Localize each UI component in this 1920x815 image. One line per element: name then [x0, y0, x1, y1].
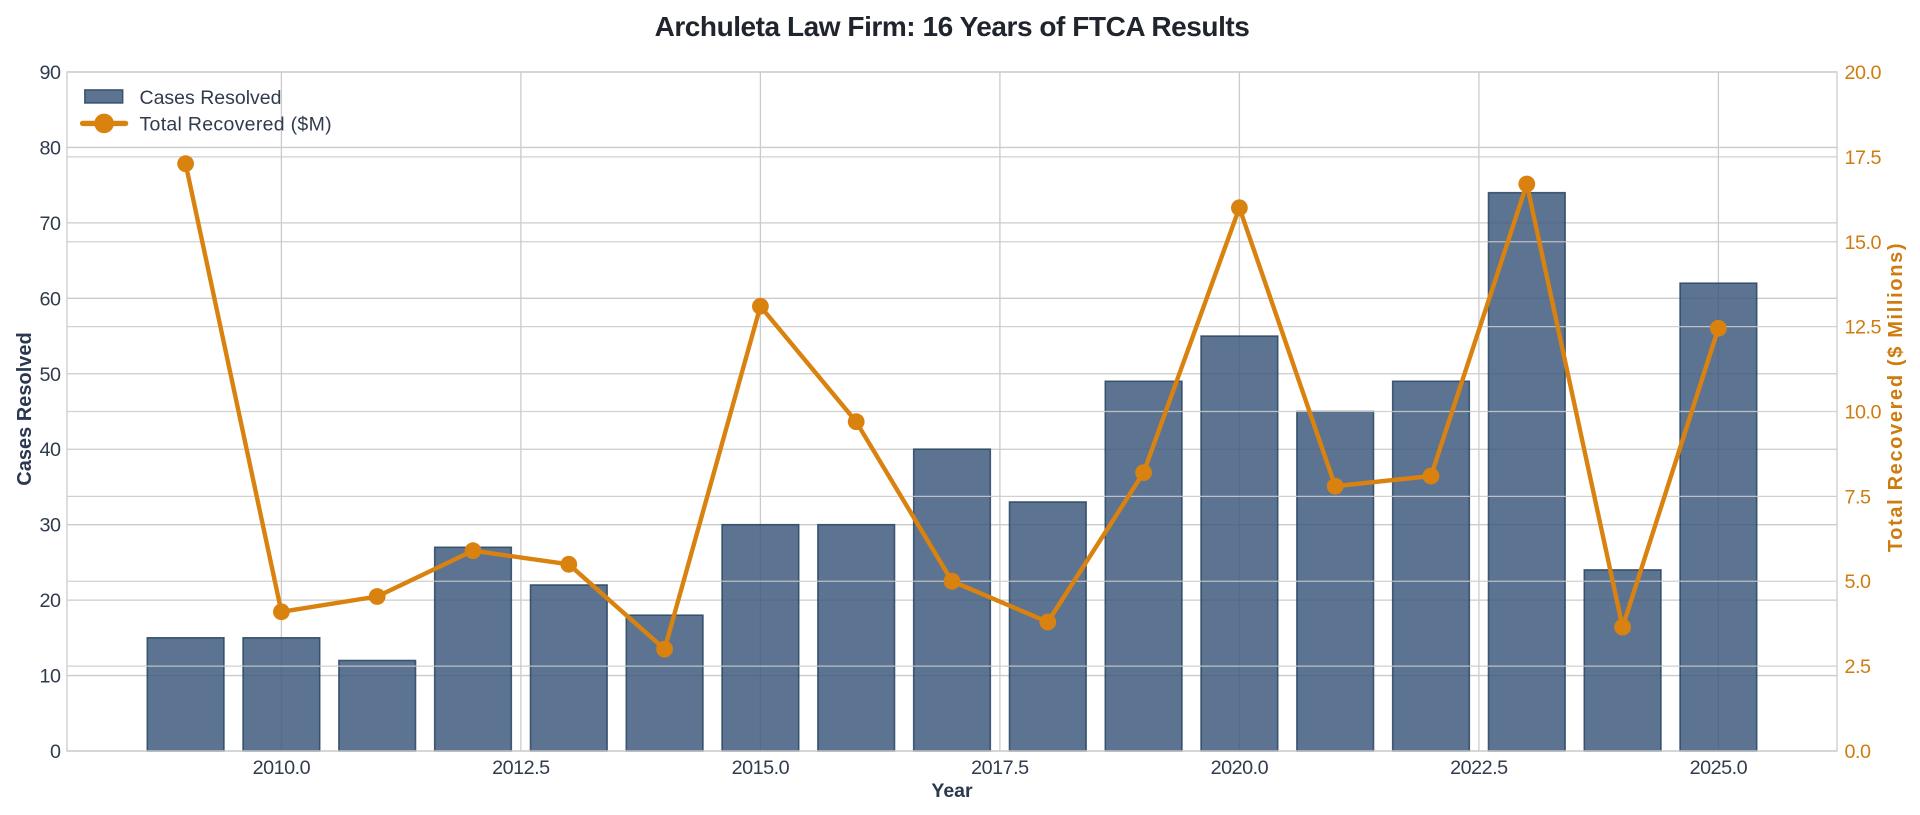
svg-text:2015.0: 2015.0 — [732, 757, 790, 779]
svg-text:2020.0: 2020.0 — [1211, 757, 1269, 779]
svg-text:12.5: 12.5 — [1845, 317, 1882, 339]
svg-text:Year: Year — [931, 780, 973, 802]
svg-text:2.5: 2.5 — [1845, 656, 1871, 678]
svg-text:30: 30 — [39, 515, 61, 537]
svg-text:Total Recovered ($M): Total Recovered ($M) — [140, 113, 332, 135]
svg-text:50: 50 — [39, 364, 61, 386]
svg-text:15.0: 15.0 — [1845, 232, 1882, 254]
svg-text:2017.5: 2017.5 — [971, 757, 1029, 779]
svg-text:0.0: 0.0 — [1845, 741, 1871, 763]
svg-text:Total Recovered ($ Millions): Total Recovered ($ Millions) — [1885, 242, 1907, 552]
svg-text:17.5: 17.5 — [1845, 147, 1882, 169]
svg-text:0: 0 — [50, 741, 61, 763]
svg-text:2022.5: 2022.5 — [1450, 757, 1508, 779]
svg-text:90: 90 — [39, 62, 61, 84]
svg-text:Cases Resolved: Cases Resolved — [140, 87, 282, 109]
svg-text:Archuleta Law Firm: 16 Years o: Archuleta Law Firm: 16 Years of FTCA Res… — [655, 11, 1250, 42]
svg-text:80: 80 — [39, 137, 61, 159]
svg-text:20.0: 20.0 — [1845, 62, 1882, 84]
svg-text:40: 40 — [39, 439, 61, 461]
svg-text:70: 70 — [39, 213, 61, 235]
svg-text:10.0: 10.0 — [1845, 402, 1882, 424]
svg-text:7.5: 7.5 — [1845, 486, 1871, 508]
svg-text:20: 20 — [39, 590, 61, 612]
svg-text:60: 60 — [39, 288, 61, 310]
svg-text:2010.0: 2010.0 — [253, 757, 311, 779]
svg-text:2025.0: 2025.0 — [1690, 757, 1748, 779]
svg-text:10: 10 — [39, 666, 61, 688]
svg-text:5.0: 5.0 — [1845, 571, 1871, 593]
svg-text:Cases Resolved: Cases Resolved — [14, 332, 36, 485]
svg-text:2012.5: 2012.5 — [492, 757, 550, 779]
